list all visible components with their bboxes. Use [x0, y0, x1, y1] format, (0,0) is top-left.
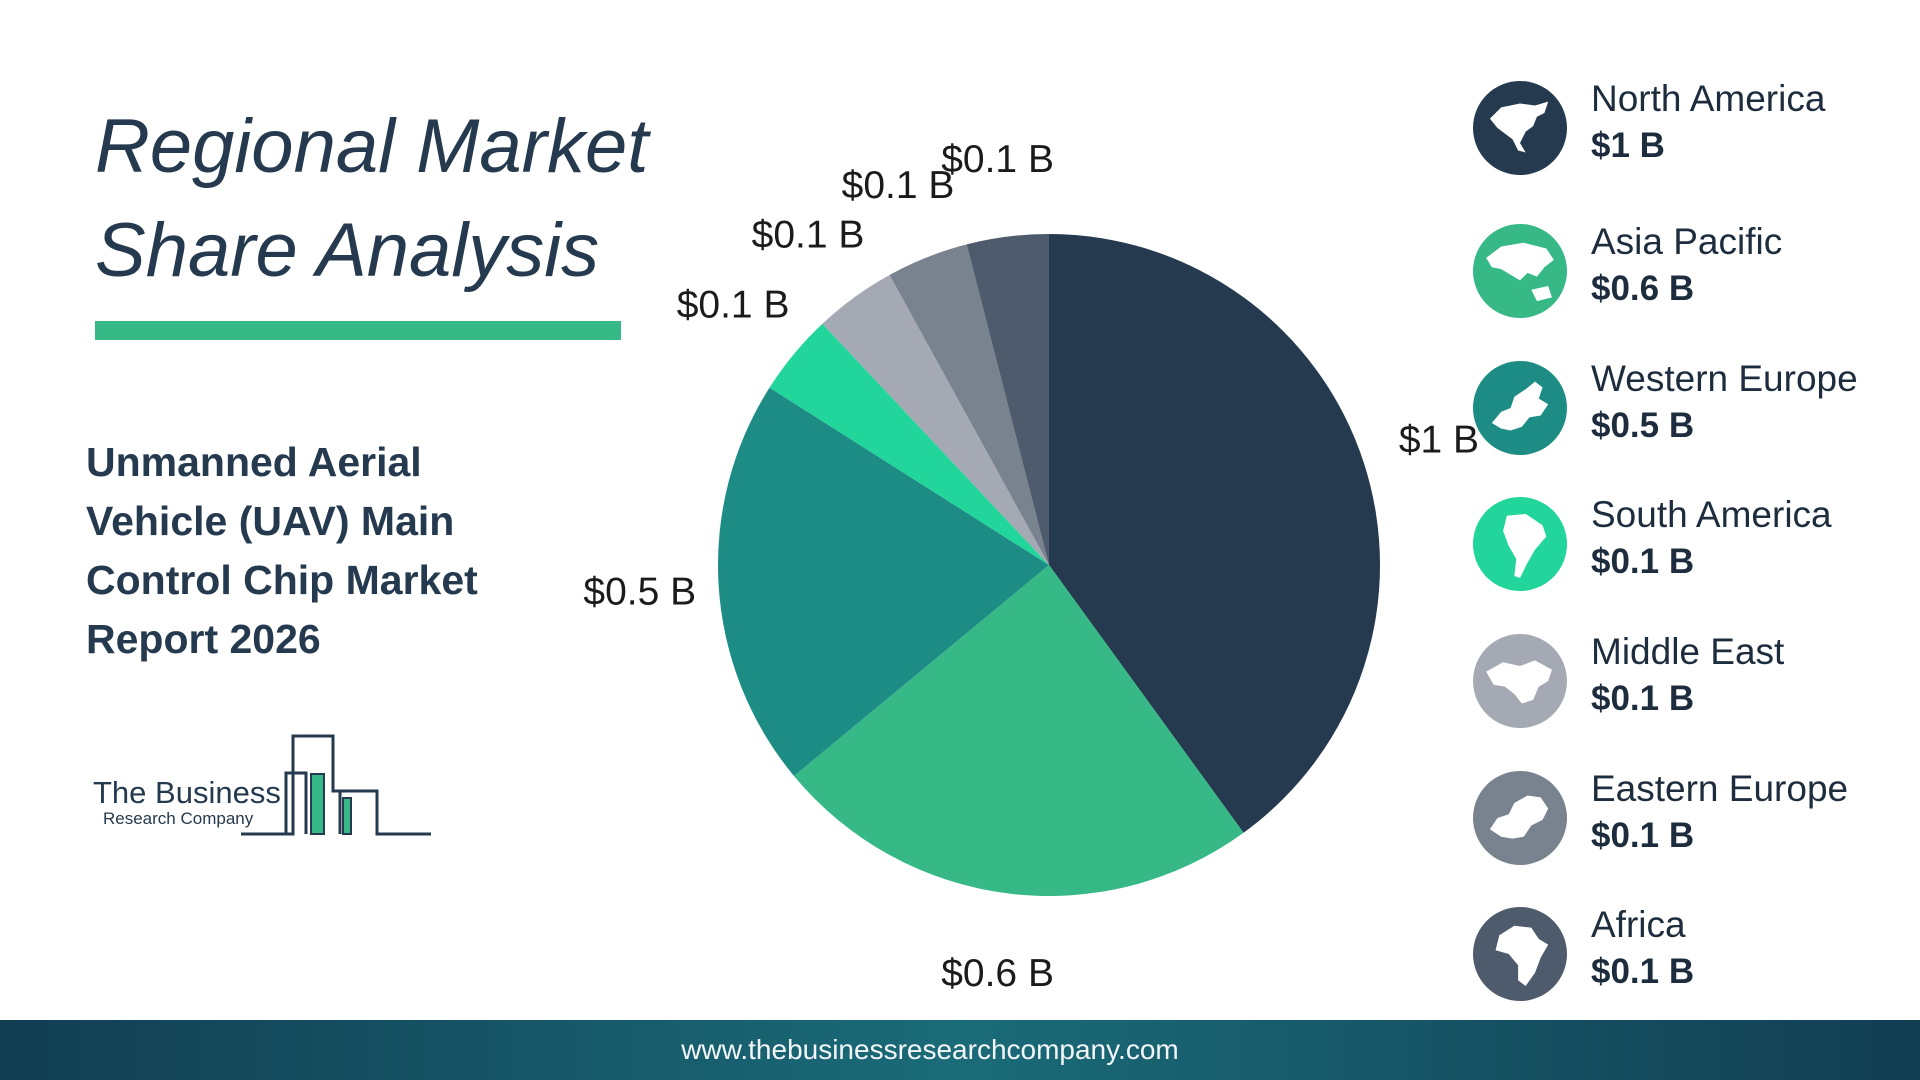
pie-label-middle-east: $0.1 B — [752, 213, 865, 256]
legend-item-middle-east: Middle East $0.1 B — [1472, 623, 1912, 728]
pie-slice-middle-east — [822, 274, 1049, 565]
pie-label-asia-pacific: $0.6 B — [941, 952, 1054, 995]
africa-map-icon — [1473, 907, 1567, 1001]
pie-label-south-america: $0.1 B — [677, 284, 790, 327]
pie-label-western-europe: $0.5 B — [583, 571, 696, 614]
middle-east-map-icon — [1473, 634, 1567, 728]
legend-item-africa: Africa $0.1 B — [1472, 896, 1912, 1001]
legend-value-label: $0.6 B — [1591, 269, 1695, 308]
pie-slices — [718, 234, 1380, 896]
pie-slice-africa — [966, 234, 1049, 565]
eastern-europe-map-icon — [1473, 771, 1567, 865]
legend-item-western-europe: Western Europe $0.5 B — [1472, 350, 1912, 455]
title-line-1: Regional Market — [95, 104, 649, 189]
subtitle-line-1: Unmanned Aerial — [86, 439, 422, 485]
legend-item-asia-pacific: Asia Pacific $0.6 B — [1472, 213, 1912, 318]
pie-slice-eastern-europe — [889, 244, 1049, 565]
legend-region-label: South America — [1591, 494, 1832, 535]
title-underline — [95, 321, 621, 340]
legend-region-label: North America — [1591, 78, 1826, 119]
legend-region-label: Africa — [1591, 904, 1686, 945]
footer-website-link[interactable]: www.thebusinessresearchcompany.com — [681, 1034, 1179, 1065]
logo-name-line-1: The Business — [93, 775, 281, 810]
pie-slice-north-america — [1049, 234, 1380, 833]
legend-value-label: $0.1 B — [1591, 952, 1695, 991]
north-america-map-icon — [1473, 81, 1567, 175]
pie-label-north-america: $1 B — [1399, 418, 1479, 461]
legend-value-label: $0.1 B — [1591, 542, 1695, 581]
legend-value-label: $0.1 B — [1591, 679, 1695, 718]
legend-region-label: Western Europe — [1591, 358, 1858, 399]
subtitle-line-4: Report 2026 — [86, 616, 321, 662]
legend-region-label: Asia Pacific — [1591, 221, 1783, 262]
footer-bar: www.thebusinessresearchcompany.com — [0, 1020, 1920, 1080]
company-logo: The Business Research Company — [93, 728, 438, 838]
legend-region-label: Middle East — [1591, 631, 1785, 672]
subtitle-line-3: Control Chip Market — [86, 557, 478, 603]
logo-name-line-2: Research Company — [103, 809, 254, 828]
page-title: Regional Market Share Analysis — [95, 95, 648, 303]
legend-item-north-america: North America $1 B — [1472, 70, 1912, 175]
pie-slice-western-europe — [718, 387, 1049, 776]
legend-item-eastern-europe: Eastern Europe $0.1 B — [1472, 760, 1912, 865]
subtitle-line-2: Vehicle (UAV) Main — [86, 498, 455, 544]
pie-data-labels: $1 B$0.6 B$0.5 B$0.1 B$0.1 B$0.1 B$0.1 B — [583, 138, 1479, 995]
pie-slice-south-america — [769, 323, 1049, 565]
legend-value-label: $0.1 B — [1591, 816, 1695, 855]
legend-region-label: Eastern Europe — [1591, 768, 1849, 809]
pie-label-eastern-europe: $0.1 B — [842, 164, 955, 207]
south-america-map-icon — [1473, 497, 1567, 591]
report-subtitle: Unmanned Aerial Vehicle (UAV) Main Contr… — [86, 433, 506, 669]
western-europe-map-icon — [1473, 361, 1567, 455]
logo-buildings-icon — [241, 734, 431, 836]
legend-value-label: $1 B — [1591, 126, 1665, 165]
pie-slice-asia-pacific — [793, 565, 1244, 896]
title-line-2: Share Analysis — [95, 208, 600, 293]
legend-value-label: $0.5 B — [1591, 406, 1695, 445]
pie-label-africa: $0.1 B — [941, 138, 1054, 181]
asia-pacific-map-icon — [1473, 224, 1567, 318]
legend-item-south-america: South America $0.1 B — [1472, 486, 1912, 591]
